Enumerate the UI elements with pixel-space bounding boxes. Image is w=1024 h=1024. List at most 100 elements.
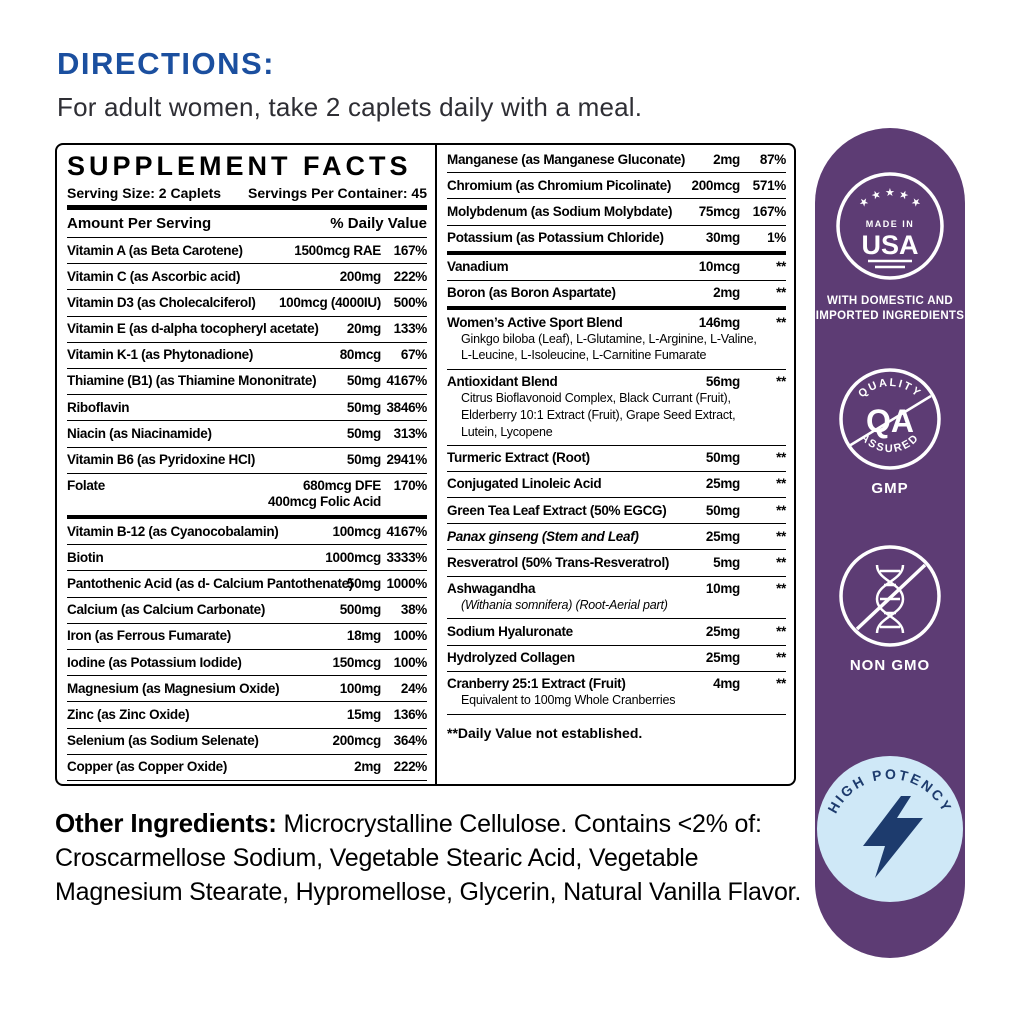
fact-row: Vanadium 10mcg ** bbox=[447, 255, 786, 281]
fact-row: Iodine (as Potassium Iodide) 150mcg 100% bbox=[67, 650, 427, 677]
ingredient-name: Resveratrol (50% Trans-Resveratrol) bbox=[447, 554, 670, 570]
fact-row-line: Niacin (as Niacinamide) 50mg 313% bbox=[67, 426, 427, 442]
other-ingredients-section: Other Ingredients: Microcrystalline Cell… bbox=[55, 806, 811, 909]
ingredient-sub-text: Equivalent to 100mg Whole Cranberries bbox=[461, 693, 676, 708]
ingredient-amount: 50mg bbox=[705, 450, 740, 466]
ingredient-name: Chromium (as Chromium Picolinate) bbox=[447, 177, 672, 193]
ingredient-daily-value: 100% bbox=[393, 628, 428, 644]
ingredient-daily-value: 133% bbox=[393, 321, 428, 337]
fact-row-line: Biotin 1000mcg 3333% bbox=[67, 550, 427, 566]
ingredient-name: Vitamin A (as Beta Carotene) bbox=[67, 242, 243, 258]
ingredient-amount: 5mg bbox=[713, 554, 740, 570]
fact-row: Women’s Active Sport Blend 146mg ** Ginkgo … bbox=[447, 310, 786, 370]
ingredient-name: Green Tea Leaf Extract (50% EGCG) bbox=[447, 502, 667, 518]
fact-row-line: Sodium Hyaluronate 25mg ** bbox=[447, 624, 786, 640]
ingredient-daily-value: 4167% bbox=[386, 373, 427, 389]
ingredient-daily-value: ** bbox=[776, 502, 786, 518]
qa-top-text: QUALITY bbox=[856, 377, 924, 400]
directions-section: DIRECTIONS: For adult women, take 2 capl… bbox=[57, 46, 642, 123]
fact-row-line: Vitamin D3 (as Cholecalciferol) 100mcg (4… bbox=[67, 295, 427, 311]
ingredient-amount: 50mg bbox=[346, 575, 381, 591]
ingredient-amount: 56mg bbox=[705, 374, 740, 390]
ingredient-name: Potassium (as Potassium Chloride) bbox=[447, 230, 664, 246]
fact-row-line: Calcium (as Calcium Carbonate) 500mg 38% bbox=[67, 602, 427, 618]
ingredient-name: Magnesium (as Magnesium Oxide) bbox=[67, 680, 280, 696]
fact-row: Conjugated Linoleic Acid 25mg ** bbox=[447, 472, 786, 498]
ingredient-name: Ashwagandha bbox=[447, 581, 536, 597]
ingredient-daily-value: 3846% bbox=[386, 399, 427, 415]
fact-row: Pantothenic Acid (as d- Calcium Pantothe… bbox=[67, 571, 427, 598]
ingredient-daily-value: 2941% bbox=[386, 452, 427, 467]
ingredient-amount: 50mg bbox=[705, 502, 740, 518]
directions-title: DIRECTIONS: bbox=[57, 46, 275, 81]
ingredient-name: Selenium (as Sodium Selenate) bbox=[67, 733, 259, 749]
daily-value-header: % Daily Value bbox=[330, 215, 427, 232]
ingredient-amount: 1000mcg bbox=[325, 549, 381, 565]
high-potency-badge: HIGH POTENCY bbox=[817, 755, 963, 902]
ingredient-daily-value: 4167% bbox=[386, 523, 427, 539]
ingredient-daily-value: ** bbox=[776, 314, 786, 330]
fact-row: Antioxidant Blend 56mg ** Citrus Bioflavono… bbox=[447, 370, 786, 446]
ingredient-amount: 100mcg bbox=[332, 523, 382, 539]
fact-row: Hydrolyzed Collagen 25mg ** bbox=[447, 646, 786, 672]
ingredient-name: Cranberry 25:1 Extract (Fruit) bbox=[447, 676, 626, 692]
ingredient-amount: 200mcg bbox=[691, 177, 741, 193]
fact-row-line: Boron (as Boron Aspartate) 2mg ** bbox=[447, 285, 786, 301]
fact-row-line: Antioxidant Blend 56mg ** bbox=[447, 374, 786, 390]
ingredient-amount: 50mg bbox=[346, 425, 381, 441]
ingredient-daily-value: 500% bbox=[393, 294, 428, 310]
fact-row-line: Vanadium 10mcg ** bbox=[447, 259, 786, 275]
ingredient-amount: 150mcg bbox=[332, 654, 382, 670]
ingredient-name: Hydrolyzed Collagen bbox=[447, 650, 575, 666]
fact-row-line: Thiamine (B1) (as Thiamine Mononitrate) 5… bbox=[67, 373, 427, 389]
ingredient-daily-value: ** bbox=[776, 650, 786, 666]
ingredient-name: Sodium Hyaluronate bbox=[447, 623, 573, 639]
fact-row-line: Magnesium (as Magnesium Oxide) 100mg 24% bbox=[67, 681, 427, 697]
usa-underline-lines bbox=[868, 259, 912, 269]
fact-row: Vitamin B6 (as Pyridoxine HCl) 50mg 2941% bbox=[67, 448, 427, 474]
ingredient-daily-value: 136% bbox=[393, 706, 428, 722]
fact-row: Molybdenum (as Sodium Molybdate) 75mcg 167… bbox=[447, 199, 786, 226]
ingredient-daily-value: ** bbox=[776, 623, 786, 639]
fact-row-line: Molybdenum (as Sodium Molybdate) 75mcg 167… bbox=[447, 204, 786, 220]
fact-row-line: Riboflavin 50mg 3846% bbox=[67, 400, 427, 416]
facts-left-column: SUPPLEMENT FACTS Serving Size: 2 Caplets… bbox=[57, 145, 437, 784]
usa-badge-ring bbox=[836, 172, 944, 280]
fact-row: Calcium (as Calcium Carbonate) 500mg 38% bbox=[67, 598, 427, 624]
ingredient-amount: 25mg bbox=[705, 476, 740, 492]
fact-row: Vitamin C (as Ascorbic acid) 200mg 222% bbox=[67, 264, 427, 291]
facts-left-rows: Vitamin A (as Beta Carotene) 1500mcg RAE 1… bbox=[67, 238, 427, 781]
other-ingredients-label: Other Ingredients: bbox=[55, 808, 277, 838]
ingredient-amount: 200mg bbox=[339, 268, 382, 284]
made-in-text: MADE IN bbox=[866, 219, 915, 229]
ingredient-name: Vitamin K-1 (as Phytonadione) bbox=[67, 347, 254, 363]
ingredient-name: Antioxidant Blend bbox=[447, 374, 558, 390]
ingredient-daily-value: 170% bbox=[393, 478, 428, 494]
ingredient-amount: 680mcg DFE 400mcg Folic Acid bbox=[268, 478, 381, 510]
ingredient-amount: 10mcg bbox=[698, 259, 741, 275]
ingredient-daily-value: ** bbox=[776, 554, 786, 570]
ingredient-daily-value: ** bbox=[776, 581, 786, 597]
ingredient-sub-text: Lutein, Lycopene bbox=[461, 424, 553, 439]
fact-row-line: Cranberry 25:1 Extract (Fruit) 4mg ** bbox=[447, 676, 786, 692]
ingredient-name: Boron (as Boron Aspartate) bbox=[447, 285, 616, 301]
fact-row-line: Iodine (as Potassium Iodide) 150mcg 100% bbox=[67, 655, 427, 671]
ingredient-sub-text: (Withania somnifera) (Root-Aerial part) bbox=[461, 598, 668, 613]
fact-row: Turmeric Extract (Root) 50mg ** bbox=[447, 446, 786, 472]
ingredient-daily-value: 67% bbox=[400, 347, 427, 363]
ingredient-amount: 100mg bbox=[339, 680, 382, 696]
fact-row-line: Women’s Active Sport Blend 146mg ** bbox=[447, 315, 786, 331]
ingredient-name: Biotin bbox=[67, 549, 104, 565]
fact-row-line: Turmeric Extract (Root) 50mg ** bbox=[447, 450, 786, 466]
ingredient-name: Turmeric Extract (Root) bbox=[447, 450, 590, 466]
fact-row: Chromium (as Chromium Picolinate) 200mcg 5… bbox=[447, 173, 786, 200]
ingredient-amount: 2mg bbox=[713, 151, 740, 167]
fact-row: Cranberry 25:1 Extract (Fruit) 4mg ** Equiv… bbox=[447, 672, 786, 715]
ingredient-amount: 18mg bbox=[346, 628, 381, 644]
fact-row-line: Vitamin C (as Ascorbic acid) 200mg 222% bbox=[67, 269, 427, 285]
ingredient-amount: 146mg bbox=[698, 314, 741, 330]
fact-row: Boron (as Boron Aspartate) 2mg ** bbox=[447, 281, 786, 311]
fact-row-line: Hydrolyzed Collagen 25mg ** bbox=[447, 650, 786, 666]
fact-row-line: Conjugated Linoleic Acid 25mg ** bbox=[447, 476, 786, 492]
ingredient-name: Folate bbox=[67, 478, 105, 494]
